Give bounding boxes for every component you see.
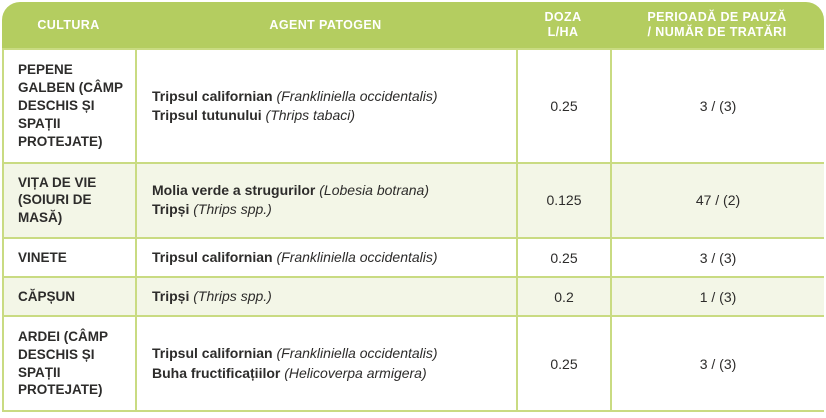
pest-common-name: Tripși <box>152 201 190 218</box>
column-header-cultura: CULTURA <box>37 17 100 32</box>
doza-cell: 0.25 <box>518 50 610 162</box>
agent-patogen-cell: Tripsul californian (Frankliniella occid… <box>137 317 516 410</box>
pest-common-name: Tripsul californian <box>152 345 273 362</box>
table-row: VIȚA DE VIE (SOIURI DE MASĂ) Molia verde… <box>4 163 824 237</box>
pest-entry: Tripsul tutunului (Thrips tabaci) <box>152 106 508 125</box>
perioada-pauza-cell: 3 / (3) <box>612 238 824 277</box>
pest-entry: Molia verde a strugurilor (Lobesia botra… <box>152 181 508 200</box>
pest-latin-name: (Thrips tabaci) <box>265 106 356 123</box>
pest-entry: Tripși (Thrips spp.) <box>152 200 508 219</box>
agent-patogen-cell: Molia verde a strugurilor (Lobesia botra… <box>137 163 516 237</box>
table-row: CĂPȘUN Tripși (Thrips spp.) 0.2 1 / (3) <box>4 278 824 316</box>
agent-patogen-cell: Tripsul californian (Frankliniella occid… <box>137 50 516 162</box>
pest-common-name: Tripși <box>152 288 190 305</box>
agent-patogen-cell: Tripsul californian (Frankliniella occid… <box>137 238 516 277</box>
column-header-doza: DOZA L/HA <box>516 10 610 40</box>
pest-latin-name: (Frankliniella occidentalis) <box>276 248 438 265</box>
column-header-perioada-pauza: PERIOADĂ DE PAUZĂ / NUMĂR DE TRATĂRI <box>610 10 824 40</box>
cultura-cell: VINETE <box>4 238 135 277</box>
pest-latin-name: (Lobesia botrana) <box>319 182 430 199</box>
pest-entry: Tripsul californian (Frankliniella occid… <box>152 87 508 106</box>
pest-common-name: Buha fructificațiilor <box>152 364 281 381</box>
column-header-perioada-line1: PERIOADĂ DE PAUZĂ <box>647 10 787 25</box>
table-row: VINETE Tripsul californian (Frankliniell… <box>4 238 824 277</box>
table-body: PEPENE GALBEN (CÂMP DESCHIS ȘI SPAȚII PR… <box>2 48 824 412</box>
pest-latin-name: (Frankliniella occidentalis) <box>276 87 438 104</box>
pest-entry: Buha fructificațiilor (Helicoverpa armig… <box>152 364 508 383</box>
perioada-pauza-cell: 47 / (2) <box>612 163 824 237</box>
pest-common-name: Tripsul tutunului <box>152 106 262 123</box>
pesticide-dosage-table: CULTURA AGENT PATOGEN DOZA L/HA PERIOADĂ… <box>2 2 824 412</box>
doza-cell: 0.25 <box>518 317 610 410</box>
pest-common-name: Molia verde a strugurilor <box>152 182 316 199</box>
pest-entry: Tripsul californian (Frankliniella occid… <box>152 344 508 363</box>
perioada-pauza-cell: 3 / (3) <box>612 50 824 162</box>
doza-cell: 0.2 <box>518 278 610 316</box>
pest-entry: Tripși (Thrips spp.) <box>152 287 508 306</box>
cultura-cell: ARDEI (CÂMP DESCHIS ȘI SPAȚII PROTEJATE) <box>4 317 135 410</box>
column-header-agent-patogen: AGENT PATOGEN <box>269 17 382 32</box>
doza-cell: 0.25 <box>518 238 610 277</box>
pest-latin-name: (Frankliniella occidentalis) <box>276 345 438 362</box>
cultura-cell: VIȚA DE VIE (SOIURI DE MASĂ) <box>4 163 135 237</box>
pest-common-name: Tripsul californian <box>152 87 273 104</box>
table-row: PEPENE GALBEN (CÂMP DESCHIS ȘI SPAȚII PR… <box>4 50 824 162</box>
cultura-cell: PEPENE GALBEN (CÂMP DESCHIS ȘI SPAȚII PR… <box>4 50 135 162</box>
table-row: ARDEI (CÂMP DESCHIS ȘI SPAȚII PROTEJATE)… <box>4 317 824 410</box>
column-header-doza-line1: DOZA <box>544 10 582 25</box>
pest-common-name: Tripsul californian <box>152 248 273 265</box>
column-header-perioada-line2: / NUMĂR DE TRATĂRI <box>647 25 787 39</box>
pest-latin-name: (Thrips spp.) <box>193 201 272 218</box>
perioada-pauza-cell: 3 / (3) <box>612 317 824 410</box>
cultura-cell: CĂPȘUN <box>4 278 135 316</box>
table-header-row: CULTURA AGENT PATOGEN DOZA L/HA PERIOADĂ… <box>2 2 824 48</box>
doza-cell: 0.125 <box>518 163 610 237</box>
column-header-doza-line2: L/HA <box>547 25 579 39</box>
pest-entry: Tripsul californian (Frankliniella occid… <box>152 248 508 267</box>
perioada-pauza-cell: 1 / (3) <box>612 278 824 316</box>
agent-patogen-cell: Tripși (Thrips spp.) <box>137 278 516 316</box>
pest-latin-name: (Helicoverpa armigera) <box>284 364 427 381</box>
pest-latin-name: (Thrips spp.) <box>193 288 272 305</box>
